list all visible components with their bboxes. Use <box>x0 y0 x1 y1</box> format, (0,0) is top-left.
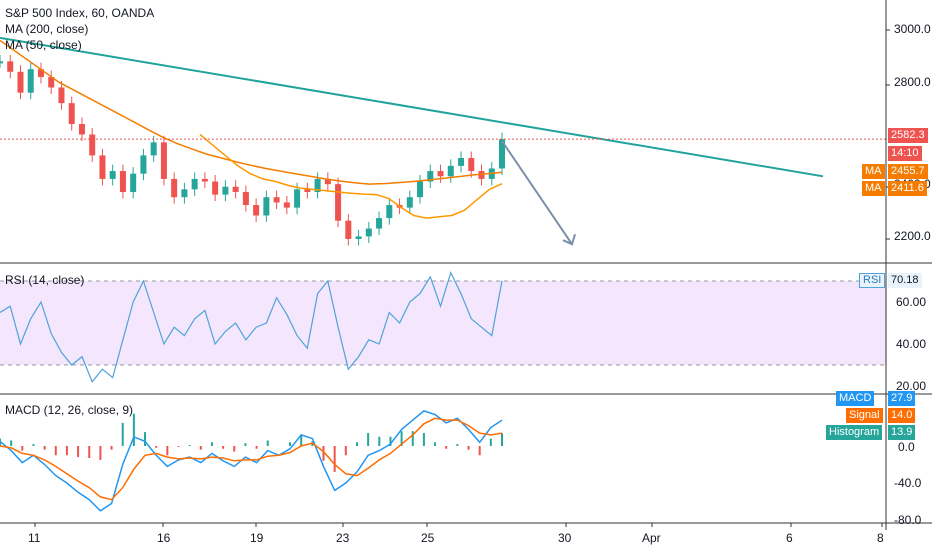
candle-body <box>263 197 270 216</box>
rsi-tag-name: RSI <box>859 273 886 288</box>
candle-body <box>324 178 331 185</box>
candle-body <box>212 181 219 195</box>
candle-body <box>7 61 14 72</box>
candle-body <box>253 205 260 216</box>
signal-tag-value: 14.0 <box>888 408 916 423</box>
rsi-band <box>0 281 886 365</box>
rsi-line <box>0 270 503 383</box>
candle-body <box>58 87 65 104</box>
macd-pane[interactable] <box>0 410 503 512</box>
candle-body <box>447 165 454 177</box>
macd-line <box>0 410 503 512</box>
candle-body <box>468 158 475 172</box>
hist-tag-name: Histogram <box>826 425 883 440</box>
candle-body <box>160 142 167 179</box>
candle-body <box>314 178 321 192</box>
ma2-tag-name: MA <box>862 181 885 196</box>
candle-body <box>99 155 106 179</box>
projection-arrow <box>501 140 573 245</box>
candle-body <box>78 124 85 135</box>
candle-body <box>37 69 44 78</box>
candle-body <box>478 171 485 179</box>
macd-tick-minus80: -80.0 <box>894 513 922 527</box>
trendline <box>0 36 824 178</box>
candle-body <box>27 69 34 93</box>
macd-tag-value: 27.9 <box>888 391 916 406</box>
rsi-legend[interactable]: RSI (14, close) <box>5 273 85 287</box>
candle-body <box>437 171 444 177</box>
candle-body <box>304 189 311 192</box>
candle-body <box>171 178 178 198</box>
candle-body <box>130 173 137 192</box>
signal-line <box>0 417 503 501</box>
candle-body <box>335 184 342 221</box>
candle-body <box>242 191 249 206</box>
chart-title: S&P 500 Index, 60, OANDA <box>5 6 155 20</box>
candle-body <box>119 171 126 192</box>
candle-body <box>427 171 434 182</box>
candle-body <box>89 134 96 156</box>
macd-tag-name: MACD <box>836 391 875 406</box>
candle-body <box>48 77 55 88</box>
x-tick-19: 19 <box>250 531 264 545</box>
hist-tag-value: 13.9 <box>888 425 916 440</box>
candle-body <box>355 236 362 239</box>
rsi-tick-60: 60.00 <box>896 295 927 309</box>
candle-body <box>283 202 290 208</box>
ma1-tag-name: MA <box>862 164 885 179</box>
rsi-tag-value: 70.18 <box>888 273 922 288</box>
x-tick-apr: Apr <box>642 531 661 545</box>
candle-body <box>376 218 383 229</box>
candle-body <box>365 228 372 237</box>
rsi-pane[interactable] <box>0 270 886 383</box>
x-tick-8: 8 <box>877 531 884 545</box>
candle-body <box>232 186 239 192</box>
ma50-line <box>199 133 503 219</box>
rsi-tick-20: 20.00 <box>896 379 927 393</box>
x-tick-16: 16 <box>157 531 171 545</box>
macd-tick-minus40: -40.0 <box>894 476 922 490</box>
candle-body <box>201 178 208 182</box>
signal-tag-name: Signal <box>846 408 883 423</box>
candle-body <box>345 220 352 239</box>
axes <box>0 0 932 530</box>
x-tick-6: 6 <box>786 531 793 545</box>
ma2-tag-value: 2411.6 <box>888 181 927 196</box>
ma200-line <box>0 39 503 185</box>
candle-body <box>406 197 413 208</box>
ma200-legend[interactable]: MA (200, close) <box>5 22 89 36</box>
last-price-tag: 2582.3 <box>888 128 928 143</box>
candle-body <box>150 142 157 156</box>
projection-arrowhead <box>562 233 576 246</box>
candle-body <box>222 186 229 195</box>
candle-body <box>458 158 465 166</box>
x-tick-23: 23 <box>336 531 350 545</box>
price-tick-2200: 2200.0 <box>894 229 931 243</box>
candle-body <box>386 205 393 219</box>
candle-body <box>17 71 24 93</box>
candle-body <box>68 103 75 125</box>
candle-body <box>109 171 116 179</box>
candle-body <box>0 61 3 64</box>
candle-body <box>417 181 424 198</box>
ma1-tag-value: 2455.7 <box>888 164 928 179</box>
countdown-tag: 14:10 <box>888 146 922 161</box>
ma50-legend[interactable]: MA (50, close) <box>5 38 82 52</box>
candle-body <box>181 189 188 198</box>
macd-legend[interactable]: MACD (12, 26, close, 9) <box>5 403 134 417</box>
price-tick-2800: 2800.0 <box>894 75 931 89</box>
macd-tick-0: 0.0 <box>898 440 915 454</box>
rsi-tick-40: 40.00 <box>896 337 927 351</box>
price-tick-3000: 3000.0 <box>894 22 931 36</box>
candle-body <box>499 139 505 169</box>
candle-body <box>191 178 198 190</box>
x-tick-30: 30 <box>558 531 572 545</box>
candle-body <box>273 197 280 203</box>
price-pane[interactable] <box>0 36 886 246</box>
x-tick-11: 11 <box>28 531 41 545</box>
candle-body <box>294 189 301 208</box>
x-tick-25: 25 <box>421 531 435 545</box>
candle-body <box>140 155 147 174</box>
